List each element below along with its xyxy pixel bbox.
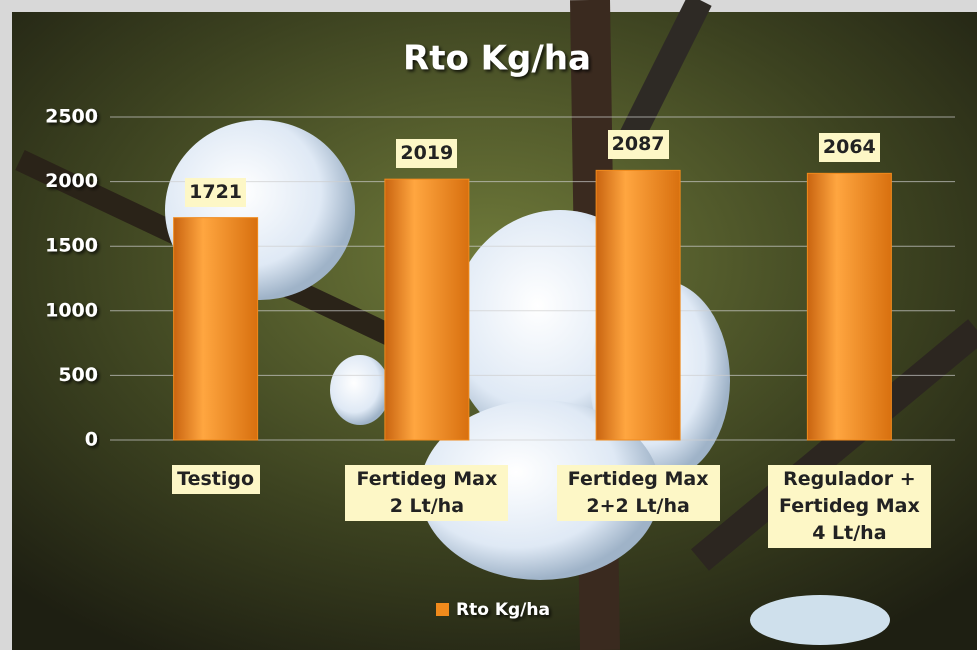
- chart-title: Rto Kg/ha: [403, 39, 591, 79]
- bar: [596, 170, 680, 440]
- data-label: 2019: [396, 139, 457, 168]
- x-tick-label: Regulador + Fertideg Max 4 Lt/ha: [768, 465, 931, 548]
- y-tick-label: 500: [58, 364, 98, 386]
- chart: Rto Kg/ha 0 500 1000 1500 2000 2500 Rto Kg/ha: [0, 0, 977, 650]
- x-tick-label: Testigo: [172, 465, 260, 494]
- y-tick-label: 2500: [45, 106, 98, 128]
- bar: [174, 218, 258, 440]
- y-tick-label: 1000: [45, 299, 98, 321]
- data-label: 2087: [608, 130, 669, 159]
- bar: [807, 173, 891, 440]
- y-tick-label: 0: [85, 429, 98, 451]
- chart-area: Rto Kg/ha 0 500 1000 1500 2000 2500Rto Kg/ha …: [0, 0, 977, 650]
- x-tick-label: Fertideg Max 2 Lt/ha: [345, 465, 508, 521]
- legend-label: Rto Kg/ha: [456, 600, 550, 620]
- data-label: 1721: [185, 178, 246, 207]
- y-tick-label: 1500: [45, 235, 98, 257]
- legend-swatch: [436, 603, 449, 616]
- bar: [385, 179, 469, 440]
- data-label: 2064: [819, 133, 880, 162]
- x-tick-label: Fertideg Max 2+2 Lt/ha: [557, 465, 720, 521]
- y-tick-label: 2000: [45, 170, 98, 192]
